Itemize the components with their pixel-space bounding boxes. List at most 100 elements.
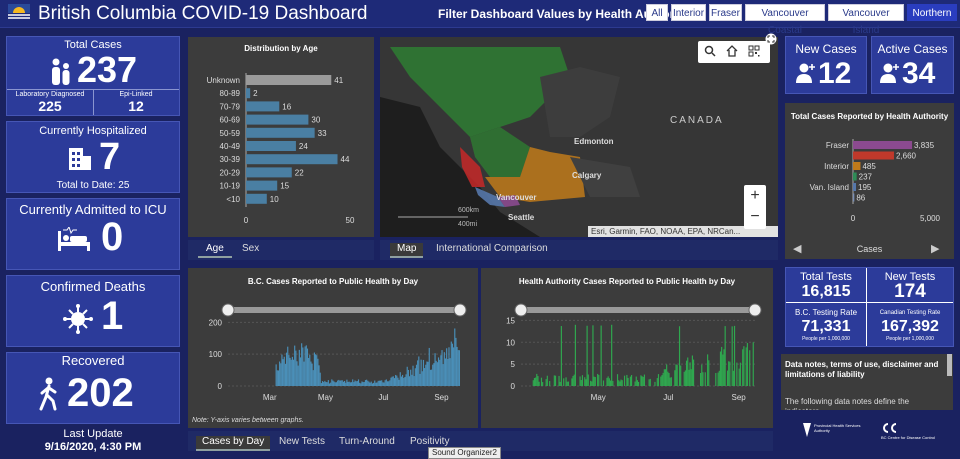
bc-daily-title: B.C. Cases Reported to Public Health by … [247, 277, 419, 286]
notes-title[interactable]: Data notes, terms of use, disclaimer and… [785, 360, 939, 379]
daily-bar [688, 369, 690, 386]
filter-northern-button[interactable]: Northern [907, 4, 957, 21]
daily-bar [341, 380, 343, 386]
tab-international-comparison[interactable]: International Comparison [436, 243, 548, 254]
daily-bar [565, 377, 567, 386]
age-value-label: 22 [295, 168, 304, 177]
daily-bar [630, 375, 633, 386]
daily-bar [707, 354, 709, 386]
x-tick: May [318, 393, 333, 402]
daily-bar [563, 378, 565, 386]
qr-code-icon[interactable] [748, 45, 760, 57]
daily-bar [388, 381, 390, 386]
daily-bar [640, 375, 642, 386]
age-bar [246, 88, 251, 99]
person-add-icon [880, 63, 899, 83]
age-x-tick: 50 [346, 216, 355, 225]
daily-bar [378, 380, 380, 386]
filter-vancouver-coastal-button[interactable]: Vancouver Coastal [745, 4, 825, 36]
range-slider-track [521, 307, 755, 313]
daily-bar [742, 349, 744, 386]
daily-bar [337, 380, 339, 386]
daily-bar [592, 325, 594, 386]
daily-bar [375, 382, 377, 386]
zoom-out-button[interactable]: − [750, 208, 760, 225]
daily-bar [432, 364, 434, 386]
daily-bar [657, 374, 660, 386]
daily-bar [303, 361, 305, 386]
daily-bar [283, 356, 285, 386]
daily-bar [635, 376, 637, 386]
total-cases-value: 237 [77, 49, 138, 90]
expand-icon[interactable] [765, 33, 777, 45]
daily-bar [580, 380, 582, 386]
ha-chart-footer: Cases [856, 244, 883, 254]
daily-bar [591, 381, 593, 386]
daily-bar [393, 378, 396, 386]
map-panel[interactable]: CANADA Edmonton Calgary Vancouver Seattl… [380, 37, 778, 237]
filter-interior-button[interactable]: Interior [671, 4, 706, 21]
daily-bar [668, 373, 670, 386]
ha-value-label: 86 [856, 194, 865, 203]
daily-bar [312, 370, 314, 386]
daily-bar [666, 364, 668, 386]
tab-cases-by-day[interactable]: Cases by Day [196, 436, 271, 451]
map-label-canada: CANADA [670, 115, 724, 126]
tab-map[interactable]: Map [390, 243, 424, 258]
icu-card: Currently Admitted to ICU 0 [6, 198, 180, 270]
filter-fraser-button[interactable]: Fraser [709, 4, 742, 21]
filter-all-button[interactable]: All [646, 4, 668, 21]
daily-bar [678, 326, 681, 386]
epi-linked-value: 12 [128, 98, 144, 114]
daily-bar [368, 381, 370, 386]
daily-bar [350, 382, 353, 386]
filter-vancouver-island-button[interactable]: Vancouver Island [828, 4, 904, 36]
zoom-in-button[interactable]: + [750, 187, 760, 204]
daily-bar [379, 380, 382, 386]
notes-scrollbar[interactable] [947, 354, 952, 376]
daily-bar [676, 365, 678, 386]
daily-bar [417, 360, 419, 386]
tab-age[interactable]: Age [198, 243, 232, 258]
daily-bar [453, 347, 455, 386]
age-category-label: 60-69 [220, 116, 241, 125]
daily-bar [634, 381, 636, 386]
daily-bar [654, 381, 656, 386]
daily-bar [683, 371, 685, 386]
home-icon[interactable] [726, 45, 738, 57]
daily-bar [400, 376, 402, 386]
daily-bar [317, 358, 319, 386]
daily-bar [309, 354, 311, 386]
daily-bar [415, 364, 418, 386]
next-arrow-icon[interactable]: ▶ [931, 243, 940, 255]
search-icon[interactable] [704, 45, 716, 57]
tab-positivity[interactable]: Positivity [410, 436, 450, 447]
tab-turn-around[interactable]: Turn-Around [339, 436, 395, 447]
age-category-label: 10-19 [220, 182, 241, 191]
daily-bar [333, 381, 335, 386]
daily-bar [618, 380, 620, 386]
daily-bar [701, 364, 703, 386]
tab-new-tests[interactable]: New Tests [279, 436, 325, 447]
ca-rate-label: Canadian Testing Rate [879, 310, 941, 316]
tab-sex[interactable]: Sex [242, 243, 260, 254]
daily-bar [389, 380, 391, 386]
y-tick: 15 [506, 316, 515, 325]
daily-bar [729, 361, 731, 386]
daily-bar [357, 379, 360, 386]
daily-bar [398, 379, 400, 386]
active-cases-card: Active Cases 34 [871, 36, 954, 94]
ha-chart-title: Total Cases Reported by Health Authority [790, 112, 949, 121]
prev-arrow-icon[interactable]: ◀ [793, 243, 802, 255]
daily-bar [276, 370, 278, 386]
daily-bar [321, 381, 324, 386]
daily-bar [292, 359, 295, 386]
lab-diagnosed-value: 225 [38, 98, 62, 114]
daily-bar [346, 379, 348, 386]
daily-bar [443, 352, 445, 386]
daily-bar [721, 346, 723, 386]
daily-bar [319, 372, 321, 386]
daily-bar [338, 379, 340, 386]
daily-bar [743, 346, 745, 386]
ha-chart-panel: Total Cases Reported by Health Authority… [785, 103, 954, 259]
